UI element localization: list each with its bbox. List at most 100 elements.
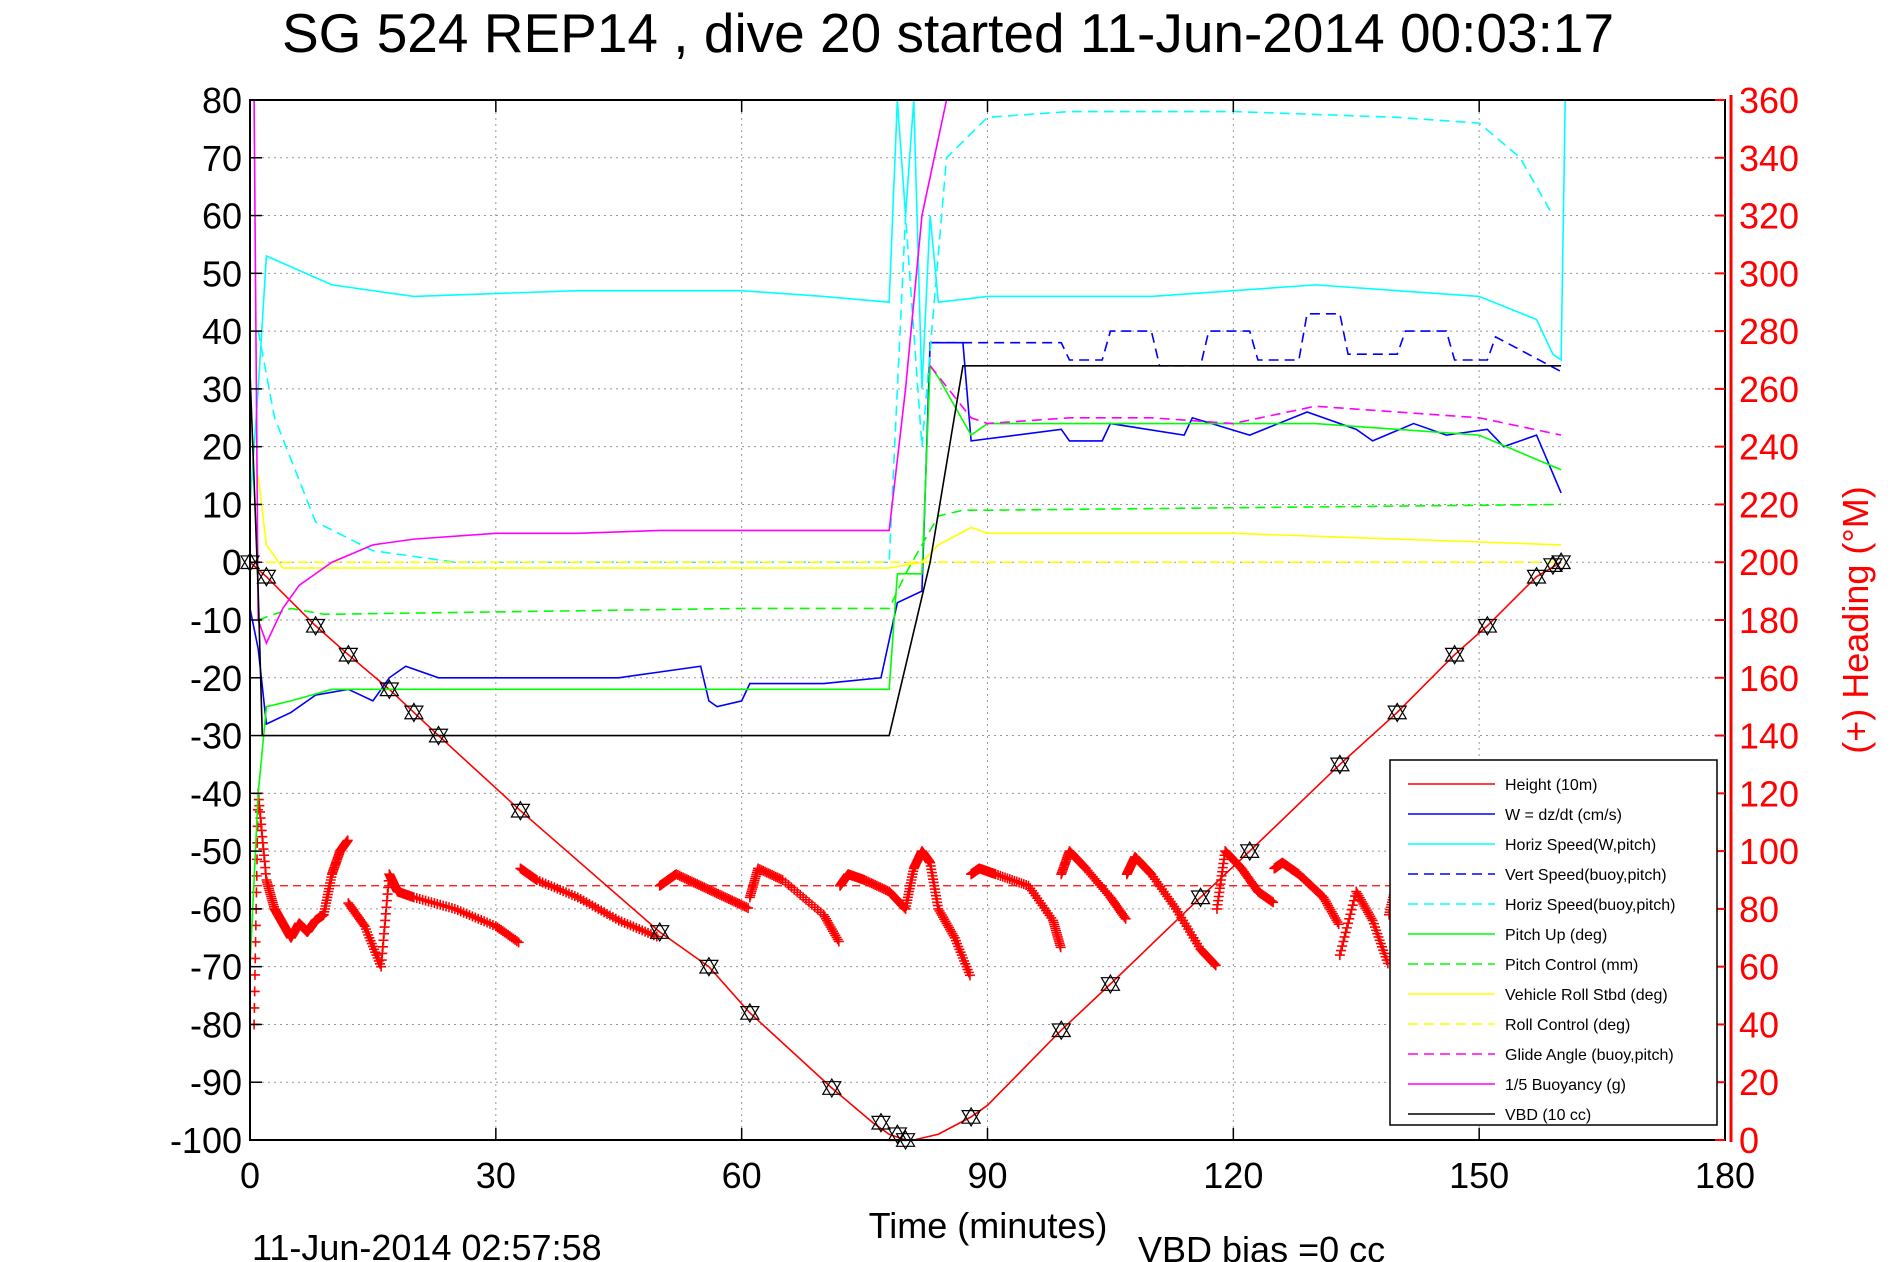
depth-marker xyxy=(379,682,400,700)
depth-marker xyxy=(428,725,449,743)
y-tick-label: 70 xyxy=(202,138,242,179)
depth-marker xyxy=(870,1115,892,1133)
depth-marker xyxy=(1051,1020,1072,1038)
heading-point xyxy=(1018,879,1029,890)
y-tick-label: 10 xyxy=(202,484,242,525)
legend-items: Height (10m) W = dz/dt (cm/s) Horiz Speed(… xyxy=(1408,777,1675,1124)
y-tick-label: -40 xyxy=(190,773,242,814)
series-line xyxy=(257,475,1562,569)
heading-point xyxy=(997,871,1008,882)
heading-point xyxy=(249,986,260,997)
legend-label: W = dz/dt (cm/s) xyxy=(1505,807,1622,824)
chart-title: SG 524 REP14 , dive 20 started 11-Jun-20… xyxy=(282,2,1614,64)
depth-marker xyxy=(305,618,326,636)
heading-point xyxy=(1341,922,1352,933)
heading-point xyxy=(1333,919,1344,930)
depth-marker xyxy=(403,702,424,720)
depth-marker xyxy=(739,1005,760,1024)
right-tick-label: 80 xyxy=(1739,889,1779,930)
right-tick-label: 220 xyxy=(1739,484,1799,525)
series-line xyxy=(249,364,1562,737)
series-line xyxy=(253,99,948,646)
legend-label: Pitch Up (deg) xyxy=(1505,927,1607,944)
legend-label: Height (10m) xyxy=(1505,777,1597,794)
depth-marker xyxy=(1100,977,1121,995)
legend-label: 1/5 Buoyancy (g) xyxy=(1505,1077,1626,1094)
depth-marker xyxy=(1190,890,1211,908)
y-tick-label: 30 xyxy=(202,369,242,410)
series-line xyxy=(249,363,1562,967)
depth-marker xyxy=(1329,757,1350,775)
depth-marker xyxy=(403,705,424,723)
depth-marker xyxy=(649,921,670,939)
depth-marker xyxy=(338,644,359,662)
legend-label: VBD (10 cc) xyxy=(1505,1107,1591,1124)
heading-point xyxy=(1011,876,1022,887)
depth-marker xyxy=(305,615,326,633)
y-tick-label: 20 xyxy=(202,427,242,468)
legend-label: Horiz Speed(W,pitch) xyxy=(1505,837,1656,854)
depth-marker xyxy=(961,1106,982,1124)
x-axis-label: Time (minutes) xyxy=(869,1205,1108,1246)
legend-label: Vehicle Roll Stbd (deg) xyxy=(1505,987,1668,1004)
depth-marker xyxy=(870,1112,892,1130)
depth-marker xyxy=(510,800,531,818)
heading-point xyxy=(1009,875,1020,886)
right-tick-label: 60 xyxy=(1739,947,1779,988)
legend-label: Roll Control (deg) xyxy=(1505,1017,1630,1034)
heading-point xyxy=(1332,917,1343,928)
depth-marker xyxy=(1444,644,1465,662)
right-tick-label: 360 xyxy=(1739,80,1799,121)
right-tick-label: 200 xyxy=(1739,542,1799,583)
depth-marker xyxy=(821,1077,842,1095)
depth-marker xyxy=(1477,618,1498,636)
right-tick-label: 300 xyxy=(1739,253,1799,294)
legend-box xyxy=(1389,759,1718,1126)
right-tick-label: 40 xyxy=(1739,1004,1779,1045)
depth-marker xyxy=(649,925,670,943)
heading-point xyxy=(511,936,522,947)
right-tick-label: 180 xyxy=(1739,600,1799,641)
heading-point xyxy=(1347,900,1358,911)
heading-point xyxy=(1337,941,1348,952)
y-tick-label: -50 xyxy=(190,831,242,872)
depth-marker xyxy=(698,956,719,974)
heading-point xyxy=(743,903,754,914)
series-line xyxy=(929,365,1562,436)
heading-point xyxy=(1336,945,1347,956)
depth-marker xyxy=(379,679,400,697)
legend-label: Vert Speed(buoy,pitch) xyxy=(1505,867,1667,884)
x-tick-label: 60 xyxy=(722,1155,762,1196)
x-tick-label: 120 xyxy=(1203,1155,1263,1196)
heading-point xyxy=(1120,913,1131,924)
heading-point xyxy=(1340,927,1351,938)
right-tick-label: 100 xyxy=(1739,831,1799,872)
heading-point xyxy=(358,919,369,930)
heading-point xyxy=(249,969,260,980)
heading-point xyxy=(342,835,353,846)
legend-label: Horiz Speed(buoy,pitch) xyxy=(1505,897,1675,914)
depth-marker xyxy=(961,1109,982,1128)
x-tick-label: 150 xyxy=(1449,1155,1509,1196)
series-line xyxy=(930,312,1562,373)
heading-point xyxy=(1169,901,1180,912)
depth-marker xyxy=(1239,844,1260,862)
heading-point xyxy=(1268,897,1279,908)
y-tick-label: 40 xyxy=(202,311,242,352)
depth-marker xyxy=(895,1133,916,1151)
vbd-bias: VBD bias =0 cc xyxy=(1138,1229,1385,1262)
depth-marker xyxy=(338,647,359,665)
heading-point xyxy=(1209,959,1220,970)
depth-marker xyxy=(1542,554,1563,573)
right-axis-label: (+) Heading (°M) xyxy=(1835,486,1876,753)
heading-point xyxy=(249,1002,260,1013)
heading-point xyxy=(899,902,910,913)
depth-marker xyxy=(1526,566,1547,584)
y-tick-label: -80 xyxy=(190,1004,242,1045)
y-tick-label: -90 xyxy=(190,1062,242,1103)
series-line xyxy=(257,110,1554,564)
x-tick-label: 90 xyxy=(967,1155,1007,1196)
series-line xyxy=(249,99,1567,505)
depth-marker xyxy=(821,1081,842,1099)
heading-point xyxy=(1208,957,1219,968)
